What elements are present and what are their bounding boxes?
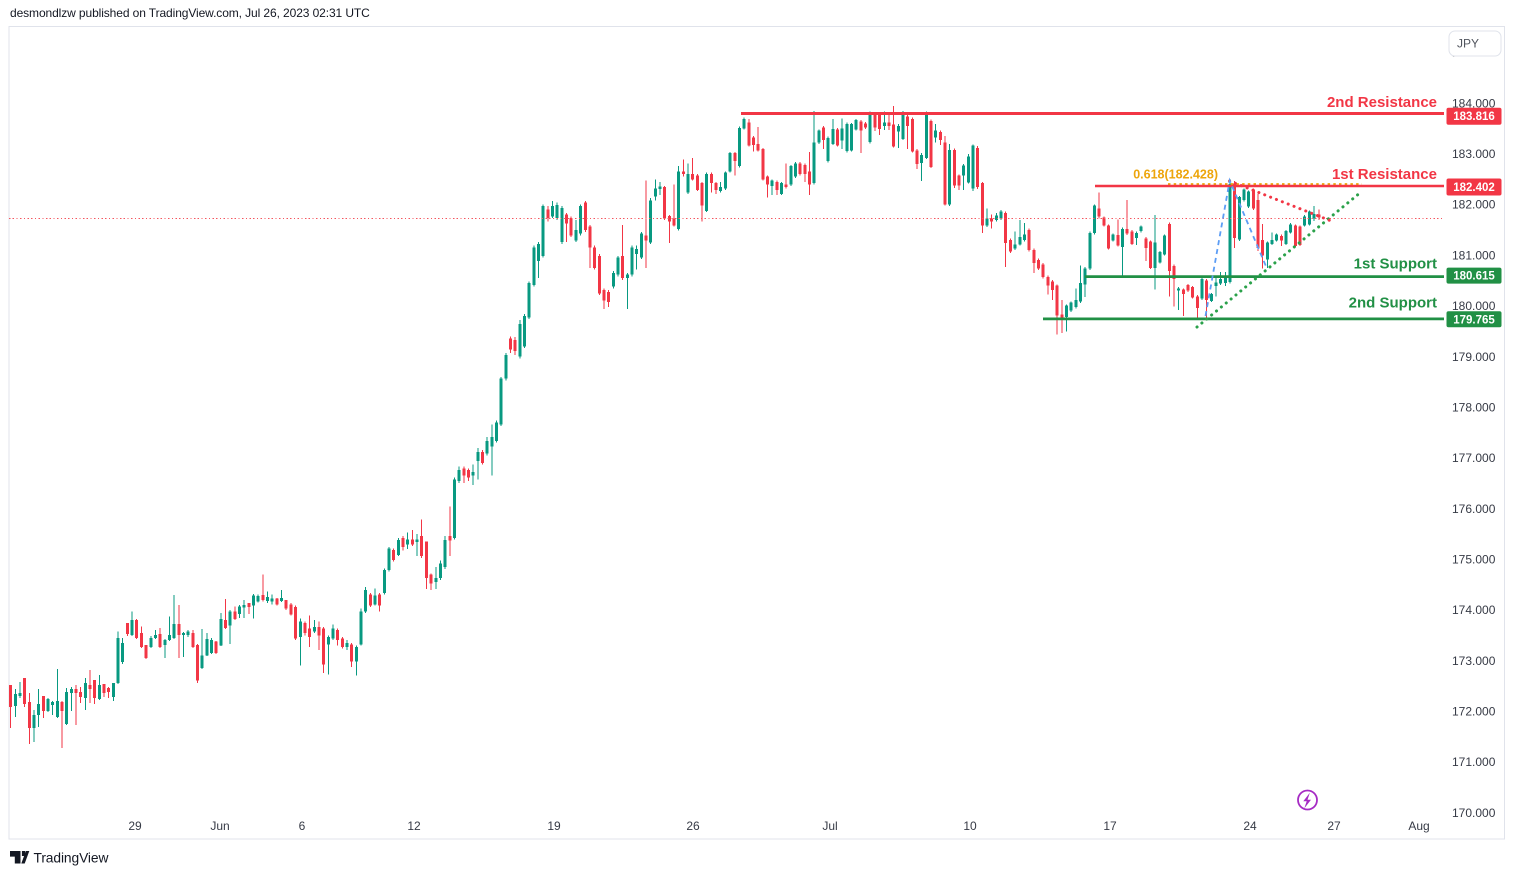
svg-text:172.000: 172.000 (1452, 704, 1496, 718)
svg-text:0.618(182.428): 0.618(182.428) (1133, 168, 1218, 182)
svg-text:184.000: 184.000 (1452, 96, 1496, 110)
svg-text:1st Support: 1st Support (1354, 256, 1437, 273)
svg-text:183.816: 183.816 (1453, 111, 1495, 123)
svg-text:26: 26 (686, 819, 700, 833)
svg-text:TradingView: TradingView (34, 851, 109, 866)
svg-text:180.000: 180.000 (1452, 299, 1496, 313)
svg-text:19: 19 (547, 819, 561, 833)
svg-text:Jun: Jun (210, 819, 229, 833)
svg-text:Aug: Aug (1408, 819, 1429, 833)
svg-text:180.615: 180.615 (1453, 271, 1495, 283)
svg-text:12: 12 (407, 819, 421, 833)
svg-text:2nd Support: 2nd Support (1349, 295, 1437, 312)
svg-text:177.000: 177.000 (1452, 451, 1496, 465)
svg-text:6: 6 (299, 819, 306, 833)
svg-text:170.000: 170.000 (1452, 806, 1496, 820)
svg-text:29: 29 (128, 819, 142, 833)
svg-text:10: 10 (963, 819, 977, 833)
svg-text:Jul: Jul (822, 819, 837, 833)
svg-text:174.000: 174.000 (1452, 603, 1496, 617)
svg-text:27: 27 (1327, 819, 1341, 833)
svg-text:179.765: 179.765 (1453, 314, 1495, 326)
svg-text:17: 17 (1103, 819, 1117, 833)
svg-text:176.000: 176.000 (1452, 502, 1496, 516)
svg-text:JPY: JPY (1457, 37, 1479, 51)
svg-text:173.000: 173.000 (1452, 654, 1496, 668)
svg-text:2nd Resistance: 2nd Resistance (1327, 94, 1437, 111)
svg-text:175.000: 175.000 (1452, 552, 1496, 566)
svg-text:179.000: 179.000 (1452, 350, 1496, 364)
svg-text:178.000: 178.000 (1452, 400, 1496, 414)
svg-text:182.402: 182.402 (1453, 182, 1495, 194)
svg-text:181.000: 181.000 (1452, 248, 1496, 262)
svg-text:171.000: 171.000 (1452, 755, 1496, 769)
svg-text:24: 24 (1243, 819, 1257, 833)
svg-text:1st Resistance: 1st Resistance (1332, 166, 1437, 183)
svg-text:182.000: 182.000 (1452, 198, 1496, 212)
svg-text:183.000: 183.000 (1452, 147, 1496, 161)
